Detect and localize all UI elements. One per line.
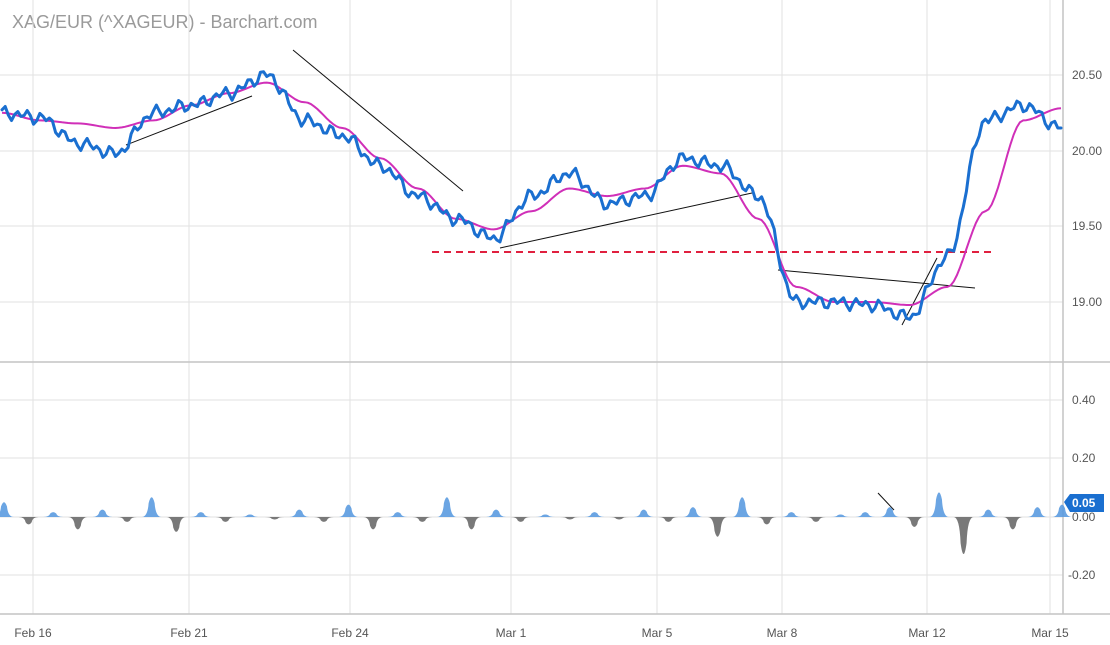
x-tick-label: Mar 8 <box>767 626 798 640</box>
oscillator-bar <box>141 497 162 517</box>
badge-shape <box>1064 494 1104 512</box>
x-tick-label: Feb 24 <box>331 626 369 640</box>
x-axis: Feb 16 Feb 21 Feb 24 Mar 1 Mar 5 Mar 8 M… <box>14 626 1069 640</box>
y-tick-label: 19.00 <box>1072 295 1102 309</box>
vertical-grid <box>32 0 1051 614</box>
y-tick-label: 19.50 <box>1072 219 1102 233</box>
x-tick-label: Mar 12 <box>908 626 946 640</box>
oscillator-bar <box>633 509 654 517</box>
oscillator-bar <box>879 507 900 517</box>
oscillator-bar <box>1002 517 1023 530</box>
trendline-annotations[interactable] <box>125 49 976 511</box>
oscillator-bar <box>855 512 876 517</box>
trendline[interactable] <box>125 95 253 146</box>
oscillator-bar <box>18 517 39 525</box>
y-tick-label: 20.00 <box>1072 144 1102 158</box>
y-tick-label: 0.20 <box>1072 451 1096 465</box>
current-value-badge: 0.05 <box>1064 494 1104 512</box>
price-y-axis: 20.50 20.00 19.50 19.00 <box>1072 68 1102 309</box>
oscillator-bar <box>1052 504 1072 517</box>
oscillator-bar <box>510 517 531 522</box>
oscillator-bar <box>338 504 359 517</box>
oscillator-bar <box>830 514 851 517</box>
x-tick-label: Feb 21 <box>170 626 208 640</box>
oscillator-bar <box>313 517 334 522</box>
y-tick-label: 0.00 <box>1072 510 1096 524</box>
oscillator-bar <box>559 517 580 520</box>
oscillator-bar <box>658 517 679 522</box>
oscillator-bar <box>240 514 261 517</box>
oscillator-bar <box>486 509 507 517</box>
oscillator-bar <box>289 509 310 517</box>
oscillator-bar <box>412 517 433 522</box>
oscillator-bar <box>584 512 605 517</box>
oscillator-bar <box>387 512 408 517</box>
oscillator-grid <box>0 399 1063 576</box>
oscillator-bar <box>978 509 999 517</box>
oscillator-bar <box>707 517 728 537</box>
trendline[interactable] <box>499 192 753 249</box>
oscillator-bar <box>0 502 14 517</box>
price-line[interactable] <box>0 70 1063 321</box>
y-tick-label: 0.40 <box>1072 393 1096 407</box>
oscillator-layer <box>0 492 1072 554</box>
oscillator-bar <box>67 517 88 530</box>
oscillator-bar <box>781 512 802 517</box>
oscillator-bar <box>190 512 211 517</box>
chart-title: XAG/EUR (^XAGEUR) - Barchart.com <box>12 12 318 32</box>
oscillator-bar <box>1027 507 1048 517</box>
price-layer <box>0 70 1063 321</box>
trendline[interactable] <box>777 269 976 289</box>
y-tick-label: -0.20 <box>1068 568 1096 582</box>
trendline[interactable] <box>292 49 464 192</box>
oscillator-bar <box>805 517 826 522</box>
oscillator-bar <box>928 492 949 517</box>
oscillator-bar <box>609 517 630 520</box>
oscillator-bar <box>215 517 236 522</box>
y-tick-label: 20.50 <box>1072 68 1102 82</box>
oscillator-bar <box>461 517 482 530</box>
oscillator-bar <box>92 509 113 517</box>
current-value: 0.05 <box>1072 496 1096 510</box>
oscillator-bar <box>535 514 556 517</box>
x-tick-label: Mar 5 <box>642 626 673 640</box>
oscillator-bar <box>363 517 384 530</box>
oscillator-bar <box>682 507 703 517</box>
moving-average-line[interactable] <box>1 81 1062 306</box>
oscillator-bar <box>264 517 285 520</box>
oscillator-bar <box>732 497 753 517</box>
x-tick-label: Mar 15 <box>1031 626 1069 640</box>
oscillator-bar <box>43 512 64 517</box>
trendline[interactable] <box>901 257 938 326</box>
oscillator-bar <box>436 497 457 517</box>
oscillator-bar <box>756 517 777 525</box>
oscillator-bar <box>953 517 974 554</box>
trendline[interactable] <box>877 492 895 511</box>
oscillator-bar <box>166 517 187 532</box>
x-tick-label: Feb 16 <box>14 626 52 640</box>
oscillator-bar <box>904 517 925 527</box>
oscillator-y-axis: 0.40 0.20 0.00 -0.20 <box>1068 393 1096 582</box>
x-tick-label: Mar 1 <box>496 626 527 640</box>
oscillator-bar <box>117 517 138 522</box>
